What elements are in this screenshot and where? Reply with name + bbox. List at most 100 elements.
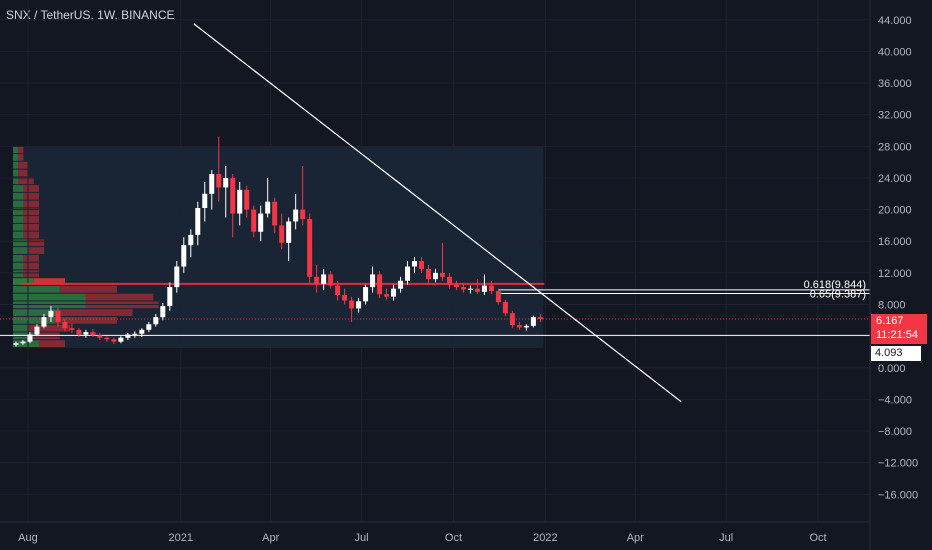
candle-body bbox=[251, 209, 257, 232]
candle-body bbox=[104, 337, 110, 340]
candle-body bbox=[223, 177, 229, 188]
candle-body bbox=[216, 174, 222, 188]
volume-profile-up-row bbox=[12, 185, 24, 192]
volume-profile-down-row bbox=[33, 278, 65, 285]
candle-body bbox=[237, 189, 243, 214]
y-tick-label: 12.000 bbox=[878, 268, 912, 280]
x-tick-label: Oct bbox=[445, 532, 462, 544]
volume-profile-up-row bbox=[12, 177, 19, 185]
volume-profile-down-row bbox=[23, 216, 39, 223]
volume-profile-down-row bbox=[18, 154, 24, 161]
candle-body bbox=[439, 272, 445, 277]
bar-countdown: 11:21:54 bbox=[876, 329, 919, 341]
candle-body bbox=[111, 339, 117, 342]
volume-profile-down-row bbox=[28, 247, 45, 254]
y-tick-label: −8.000 bbox=[878, 426, 912, 438]
volume-profile-up-row bbox=[12, 223, 24, 231]
y-tick-label: 16.000 bbox=[878, 236, 912, 248]
candle-body bbox=[83, 332, 89, 335]
candle-body bbox=[55, 310, 61, 322]
candle-body bbox=[146, 324, 152, 330]
candle-body bbox=[20, 341, 26, 344]
y-tick-label: 8.000 bbox=[878, 300, 906, 312]
volume-profile-up-row bbox=[12, 192, 24, 200]
candle-body bbox=[118, 337, 124, 342]
volume-profile-up-row bbox=[12, 247, 29, 254]
candle-body bbox=[258, 213, 264, 232]
candle-body bbox=[453, 284, 459, 288]
candle-body bbox=[160, 306, 166, 318]
y-tick-label: 32.000 bbox=[878, 110, 912, 122]
volume-profile-up-row bbox=[12, 161, 19, 169]
last-price-value: 6.167 bbox=[876, 315, 904, 327]
volume-profile-up-row bbox=[12, 154, 19, 161]
candle-body bbox=[125, 334, 131, 338]
x-tick-label: Oct bbox=[809, 532, 826, 544]
volume-profile-up-row bbox=[12, 293, 86, 301]
volume-profile-down-row bbox=[23, 262, 39, 270]
candle-body bbox=[167, 287, 173, 307]
candle-body bbox=[509, 313, 515, 326]
volume-profile-up-row bbox=[12, 239, 29, 247]
y-tick-label: −16.000 bbox=[878, 489, 918, 501]
candle-body bbox=[488, 285, 494, 292]
candle-body bbox=[265, 201, 271, 214]
volume-profile-up-row bbox=[12, 254, 24, 262]
x-tick-label: 2021 bbox=[169, 532, 193, 544]
candle-body bbox=[432, 272, 438, 280]
candle-body bbox=[307, 219, 313, 277]
horizontal-level-badge: 4.093 bbox=[871, 346, 921, 361]
y-tick-label: 24.000 bbox=[878, 173, 912, 185]
candle-body bbox=[34, 326, 40, 335]
volume-profile-down-row bbox=[23, 200, 39, 208]
candle-body bbox=[460, 287, 466, 290]
volume-profile-up-row bbox=[12, 324, 29, 332]
candle-body bbox=[370, 274, 376, 288]
candle-body bbox=[181, 245, 187, 267]
y-tick-label: −12.000 bbox=[878, 458, 918, 470]
volume-profile-down-row bbox=[23, 254, 39, 262]
y-tick-label: −4.000 bbox=[878, 394, 912, 406]
volume-profile-down-row bbox=[23, 185, 39, 192]
candle-body bbox=[537, 317, 543, 319]
candle-body bbox=[377, 274, 383, 295]
volume-profile-up-row bbox=[12, 316, 55, 324]
candle-body bbox=[272, 201, 278, 226]
volume-profile-down-row bbox=[18, 146, 24, 154]
volume-profile-down-row bbox=[59, 285, 117, 293]
candle-body bbox=[335, 285, 341, 296]
candle-body bbox=[412, 261, 418, 267]
volume-profile-up-row bbox=[12, 231, 24, 239]
fib-level-label: 0.65(9.387) bbox=[810, 289, 866, 301]
candle-body bbox=[419, 261, 425, 269]
chart-title: SNX / TetherUS, 1W, BINANCE bbox=[6, 8, 175, 22]
volume-profile-down-row bbox=[23, 208, 39, 216]
candle-body bbox=[342, 295, 348, 301]
candle-body bbox=[153, 317, 159, 325]
candle-body bbox=[446, 276, 452, 285]
candle-body bbox=[286, 221, 292, 243]
volume-profile-up-row bbox=[12, 270, 24, 278]
candle-body bbox=[495, 291, 501, 303]
trend-line bbox=[193, 23, 682, 403]
volume-profile-down-row bbox=[38, 340, 65, 347]
candle-body bbox=[523, 325, 529, 328]
candle-body bbox=[230, 177, 236, 214]
candle-body bbox=[90, 332, 96, 336]
candle-body bbox=[209, 174, 215, 194]
candle-body bbox=[516, 325, 522, 328]
candle-body bbox=[398, 280, 404, 289]
candle-body bbox=[321, 274, 327, 284]
candle-body bbox=[426, 268, 432, 280]
y-tick-label: 28.000 bbox=[878, 141, 912, 153]
y-tick-label: 36.000 bbox=[878, 78, 912, 90]
candle-body bbox=[293, 209, 299, 222]
candle-body bbox=[174, 266, 180, 288]
x-tick-label: Jul bbox=[719, 532, 733, 544]
volume-profile-up-row bbox=[12, 309, 60, 316]
candle-body bbox=[300, 209, 306, 220]
candle-body bbox=[48, 310, 54, 318]
candle-body bbox=[62, 321, 68, 329]
volume-profile-down-row bbox=[18, 161, 29, 169]
